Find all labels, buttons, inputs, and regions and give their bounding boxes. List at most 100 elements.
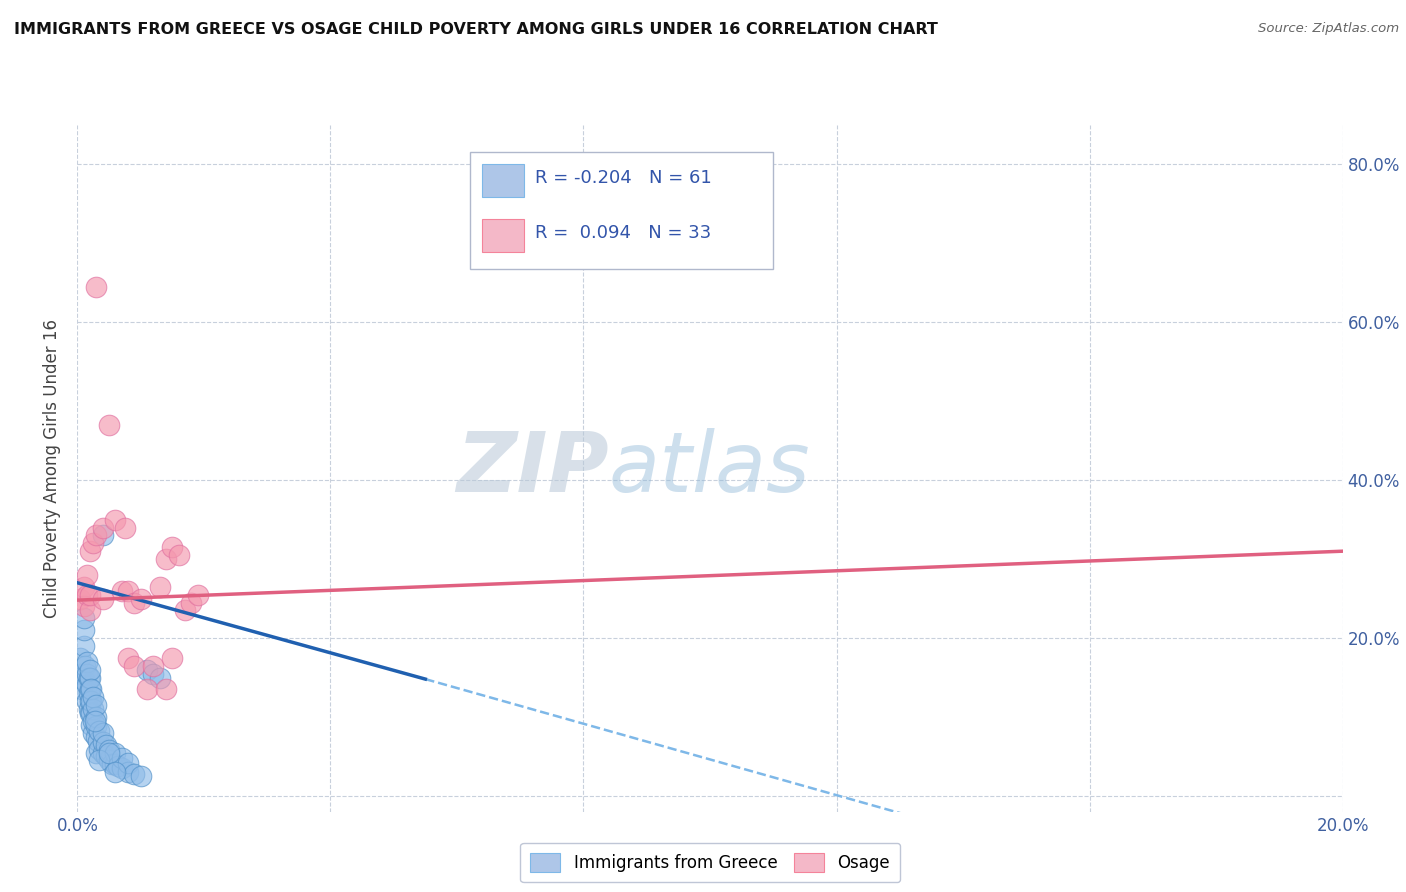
Point xyxy=(180,595,202,609)
Text: R = -0.204   N = 61: R = -0.204 N = 61 xyxy=(536,169,713,187)
Point xyxy=(114,520,136,534)
Point xyxy=(73,599,96,614)
Point xyxy=(104,765,127,780)
Point xyxy=(91,520,114,534)
Point xyxy=(155,552,177,566)
Point xyxy=(73,658,96,673)
Point xyxy=(91,735,114,749)
Point xyxy=(142,658,165,673)
Point xyxy=(84,714,107,728)
Point xyxy=(167,548,190,562)
Point xyxy=(77,702,100,716)
Point xyxy=(86,279,108,293)
Point xyxy=(107,759,129,773)
Y-axis label: Child Poverty Among Girls Under 16: Child Poverty Among Girls Under 16 xyxy=(44,318,62,618)
Point xyxy=(86,730,108,744)
Point xyxy=(111,583,132,598)
Point xyxy=(187,588,209,602)
Point xyxy=(94,738,117,752)
Point xyxy=(111,751,132,765)
Point xyxy=(82,702,104,716)
Point xyxy=(73,580,96,594)
Point xyxy=(80,718,103,732)
Point xyxy=(155,682,177,697)
Point xyxy=(79,603,101,617)
Point xyxy=(91,725,114,739)
Point xyxy=(69,650,91,665)
Point xyxy=(82,690,104,705)
Point xyxy=(104,513,127,527)
Point xyxy=(76,678,98,692)
Point xyxy=(86,528,108,542)
Point xyxy=(162,650,183,665)
Text: ZIP: ZIP xyxy=(456,428,609,508)
Point xyxy=(73,639,96,653)
Point xyxy=(77,686,100,700)
Text: Source: ZipAtlas.com: Source: ZipAtlas.com xyxy=(1258,22,1399,36)
Point xyxy=(142,666,165,681)
Point xyxy=(86,733,108,747)
Point xyxy=(80,694,103,708)
Point xyxy=(76,655,98,669)
Point xyxy=(98,753,120,767)
Point xyxy=(79,671,101,685)
Legend: Immigrants from Greece, Osage: Immigrants from Greece, Osage xyxy=(520,843,900,882)
Point xyxy=(149,671,172,685)
Point xyxy=(72,682,94,697)
Point xyxy=(98,743,120,757)
Point xyxy=(124,767,146,781)
Point xyxy=(80,706,103,720)
Point xyxy=(82,536,104,550)
Point xyxy=(94,749,117,764)
Point xyxy=(117,650,139,665)
Point xyxy=(89,741,111,756)
Point xyxy=(73,674,96,689)
Bar xyxy=(482,219,524,252)
Point xyxy=(91,746,114,760)
Point xyxy=(129,591,152,606)
Point xyxy=(76,567,98,582)
Point xyxy=(73,623,96,637)
Point xyxy=(101,757,124,772)
Text: IMMIGRANTS FROM GREECE VS OSAGE CHILD POVERTY AMONG GIRLS UNDER 16 CORRELATION C: IMMIGRANTS FROM GREECE VS OSAGE CHILD PO… xyxy=(14,22,938,37)
Point xyxy=(80,682,103,697)
Point xyxy=(129,769,152,783)
Point xyxy=(77,671,100,685)
Point xyxy=(89,753,111,767)
Point xyxy=(79,682,101,697)
Point xyxy=(79,706,101,720)
Point xyxy=(76,666,98,681)
Point xyxy=(111,761,132,775)
Point xyxy=(89,724,111,739)
Text: R =  0.094   N = 33: R = 0.094 N = 33 xyxy=(536,225,711,243)
FancyBboxPatch shape xyxy=(470,153,773,269)
Bar xyxy=(482,164,524,197)
Point xyxy=(79,588,101,602)
Point xyxy=(149,580,172,594)
Point xyxy=(69,591,91,606)
Point xyxy=(98,417,120,432)
Point xyxy=(117,756,139,770)
Point xyxy=(91,591,114,606)
Point xyxy=(136,663,159,677)
Point xyxy=(73,611,96,625)
Point xyxy=(86,710,108,724)
Point xyxy=(79,544,101,558)
Point xyxy=(174,603,197,617)
Point xyxy=(76,694,98,708)
Point xyxy=(86,719,108,733)
Point xyxy=(117,583,139,598)
Point xyxy=(124,595,146,609)
Point xyxy=(86,746,108,760)
Point xyxy=(82,714,104,728)
Text: atlas: atlas xyxy=(609,428,810,508)
Point xyxy=(86,698,108,713)
Point xyxy=(104,746,127,760)
Point xyxy=(98,746,120,760)
Point xyxy=(69,666,91,681)
Point xyxy=(162,541,183,555)
Point xyxy=(136,682,159,697)
Point xyxy=(79,663,101,677)
Point xyxy=(91,528,114,542)
Point xyxy=(104,757,127,772)
